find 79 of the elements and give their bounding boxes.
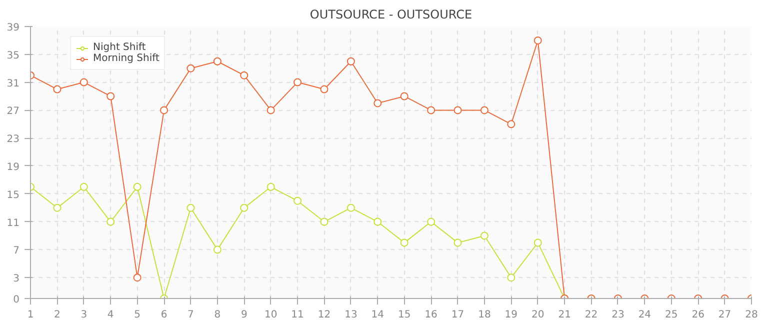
point — [427, 218, 436, 226]
x-tick-label: 21 — [558, 310, 571, 320]
point — [454, 106, 462, 114]
point — [240, 204, 248, 212]
x-tick-label: 12 — [318, 310, 331, 320]
point — [534, 36, 542, 44]
x-tick-label: 13 — [344, 310, 358, 320]
point — [186, 64, 195, 72]
y-tick-label: 0 — [13, 294, 20, 306]
y-tick-label: 11 — [6, 218, 20, 229]
x-tick-label: 23 — [612, 310, 624, 320]
point — [454, 238, 462, 247]
point — [53, 85, 62, 94]
point — [106, 92, 115, 100]
x-tick-label: 15 — [398, 310, 411, 320]
point — [374, 218, 382, 226]
point — [294, 78, 302, 86]
x-tick-label: 17 — [451, 310, 464, 320]
x-tick-label: 6 — [160, 310, 168, 320]
y-tick-label: 27 — [6, 106, 20, 118]
point — [213, 246, 222, 254]
x-tick-label: 10 — [264, 310, 278, 320]
point — [133, 274, 142, 282]
y-tick-label: 23 — [6, 134, 20, 146]
x-tick-label: 16 — [424, 310, 438, 320]
point — [80, 182, 88, 191]
point — [240, 71, 248, 80]
x-tick-label: 22 — [584, 310, 598, 320]
x-tick-label: 18 — [478, 310, 491, 320]
point — [480, 106, 488, 114]
point — [186, 204, 195, 212]
point — [160, 106, 168, 114]
legend-label: Night Shift — [93, 42, 146, 53]
x-tick-label: 26 — [692, 310, 704, 320]
y-tick-label: 31 — [6, 78, 20, 90]
point — [266, 182, 275, 191]
point — [507, 274, 516, 282]
x-tick-label: 19 — [504, 310, 518, 320]
y-tick-label: 35 — [6, 50, 20, 62]
y-tick-label: 3 — [13, 274, 20, 285]
point — [266, 106, 275, 114]
x-tick-label: 2 — [54, 310, 60, 320]
x-tick-label: 5 — [134, 310, 141, 320]
x-tick-label: 24 — [638, 310, 652, 320]
x-tick-label: 7 — [188, 310, 194, 320]
point — [320, 85, 328, 94]
x-tick-label: 8 — [214, 310, 221, 320]
legend-label: Morning Shift — [93, 53, 160, 64]
y-tick-label: 19 — [6, 162, 20, 173]
x-tick-label: 14 — [371, 310, 384, 320]
point — [106, 218, 115, 226]
y-tick-label: 7 — [13, 246, 20, 257]
point — [507, 120, 516, 128]
point — [346, 57, 355, 66]
chart-title: OUTSOURCE - OUTSOURCE — [310, 8, 472, 22]
point — [53, 204, 62, 212]
x-tick-label: 20 — [532, 310, 544, 320]
point — [294, 196, 302, 205]
point — [400, 238, 408, 247]
x-tick-label: 4 — [107, 310, 114, 320]
point — [400, 92, 408, 100]
point — [480, 232, 488, 240]
point — [427, 106, 436, 114]
x-tick-label: 28 — [745, 310, 758, 320]
point — [133, 182, 142, 191]
y-tick-label: 15 — [6, 190, 20, 201]
y-tick-label: 39 — [6, 22, 20, 34]
x-tick-label: 9 — [240, 310, 248, 320]
point — [534, 238, 542, 247]
point — [80, 78, 88, 86]
point — [374, 99, 382, 108]
x-tick-label: 11 — [291, 310, 304, 320]
point — [320, 218, 328, 226]
point — [346, 204, 355, 212]
x-tick-label: 1 — [27, 310, 34, 320]
x-tick-label: 25 — [665, 310, 678, 320]
x-tick-label: 3 — [80, 310, 88, 320]
x-tick-label: 27 — [718, 310, 732, 320]
point — [213, 57, 222, 66]
